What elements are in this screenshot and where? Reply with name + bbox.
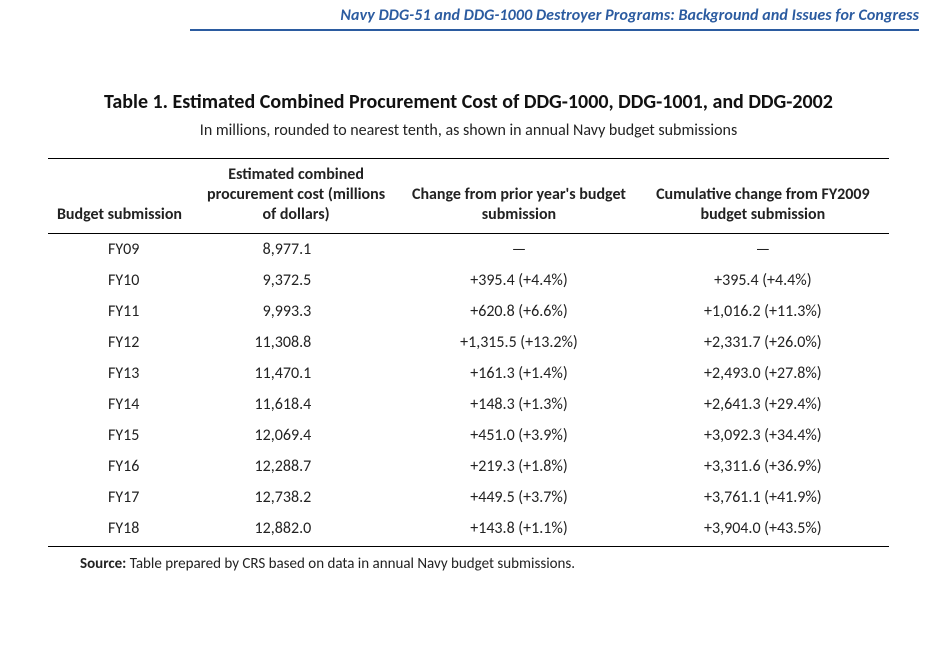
cell-change: +148.3 (+1.3%) [401,389,636,420]
cell-cumulative: +2,331.7 (+26.0%) [637,327,889,358]
cell-budget: FY14 [48,389,191,420]
cell-cumulative: — [637,234,889,266]
content: Table 1. Estimated Combined Procurement … [48,89,889,573]
cell-change: +143.8 (+1.1%) [401,513,636,547]
cell-cost: 11,470.1 [191,358,401,389]
header-rule [190,29,919,31]
cell-cost: 9,993.3 [191,296,401,327]
cell-change: +620.8 (+6.6%) [401,296,636,327]
table-row: FY15 12,069.4 +451.0 (+3.9%) +3,092.3 (+… [48,420,889,451]
cell-budget: FY09 [48,234,191,266]
table-row: FY16 12,288.7 +219.3 (+1.8%) +3,311.6 (+… [48,451,889,482]
cell-budget: FY15 [48,420,191,451]
cell-budget: FY12 [48,327,191,358]
table-header-row: Budget submission Estimated combined pro… [48,159,889,234]
source-label: Source: [80,555,126,573]
col-header-change: Change from prior year's budget submissi… [401,159,636,234]
col-header-cost: Estimated combined procurement cost (mil… [191,159,401,234]
running-header: Navy DDG-51 and DDG-1000 Destroyer Progr… [0,0,937,25]
running-header-title: Navy DDG-51 and DDG-1000 Destroyer Progr… [340,6,919,25]
table-row: FY13 11,470.1 +161.3 (+1.4%) +2,493.0 (+… [48,358,889,389]
col-header-budget: Budget submission [48,159,191,234]
table-body: FY09 8,977.1 — — FY10 9,372.5 +395.4 (+4… [48,234,889,547]
cell-budget: FY10 [48,265,191,296]
table-row: FY11 9,993.3 +620.8 (+6.6%) +1,016.2 (+1… [48,296,889,327]
table-subtitle: In millions, rounded to nearest tenth, a… [48,121,889,140]
col-header-cumulative: Cumulative change from FY2009 budget sub… [637,159,889,234]
cell-change: +395.4 (+4.4%) [401,265,636,296]
cell-cost: 12,738.2 [191,482,401,513]
cell-budget: FY18 [48,513,191,547]
cell-cost: 12,288.7 [191,451,401,482]
source-text: Table prepared by CRS based on data in a… [126,555,575,573]
page: Navy DDG-51 and DDG-1000 Destroyer Progr… [0,0,937,670]
procurement-cost-table: Budget submission Estimated combined pro… [48,158,889,547]
table-row: FY14 11,618.4 +148.3 (+1.3%) +2,641.3 (+… [48,389,889,420]
table-row: FY18 12,882.0 +143.8 (+1.1%) +3,904.0 (+… [48,513,889,547]
cell-cumulative: +3,311.6 (+36.9%) [637,451,889,482]
cell-change: +451.0 (+3.9%) [401,420,636,451]
table-row: FY10 9,372.5 +395.4 (+4.4%) +395.4 (+4.4… [48,265,889,296]
cell-cumulative: +2,493.0 (+27.8%) [637,358,889,389]
cell-budget: FY16 [48,451,191,482]
table-row: FY12 11,308.8 +1,315.5 (+13.2%) +2,331.7… [48,327,889,358]
cell-change: +1,315.5 (+13.2%) [401,327,636,358]
source-note: Source: Table prepared by CRS based on d… [48,555,889,573]
cell-budget: FY11 [48,296,191,327]
cell-cost: 8,977.1 [191,234,401,266]
cell-cumulative: +3,904.0 (+43.5%) [637,513,889,547]
cell-cost: 12,069.4 [191,420,401,451]
table-title: Table 1. Estimated Combined Procurement … [79,89,859,115]
cell-cumulative: +3,092.3 (+34.4%) [637,420,889,451]
cell-change: — [401,234,636,266]
cell-budget: FY13 [48,358,191,389]
cell-cost: 9,372.5 [191,265,401,296]
cell-cumulative: +395.4 (+4.4%) [637,265,889,296]
cell-cost: 11,308.8 [191,327,401,358]
cell-cost: 12,882.0 [191,513,401,547]
cell-change: +449.5 (+3.7%) [401,482,636,513]
table-row: FY09 8,977.1 — — [48,234,889,266]
cell-budget: FY17 [48,482,191,513]
cell-change: +161.3 (+1.4%) [401,358,636,389]
cell-cost: 11,618.4 [191,389,401,420]
cell-cumulative: +2,641.3 (+29.4%) [637,389,889,420]
cell-change: +219.3 (+1.8%) [401,451,636,482]
cell-cumulative: +3,761.1 (+41.9%) [637,482,889,513]
cell-cumulative: +1,016.2 (+11.3%) [637,296,889,327]
table-row: FY17 12,738.2 +449.5 (+3.7%) +3,761.1 (+… [48,482,889,513]
